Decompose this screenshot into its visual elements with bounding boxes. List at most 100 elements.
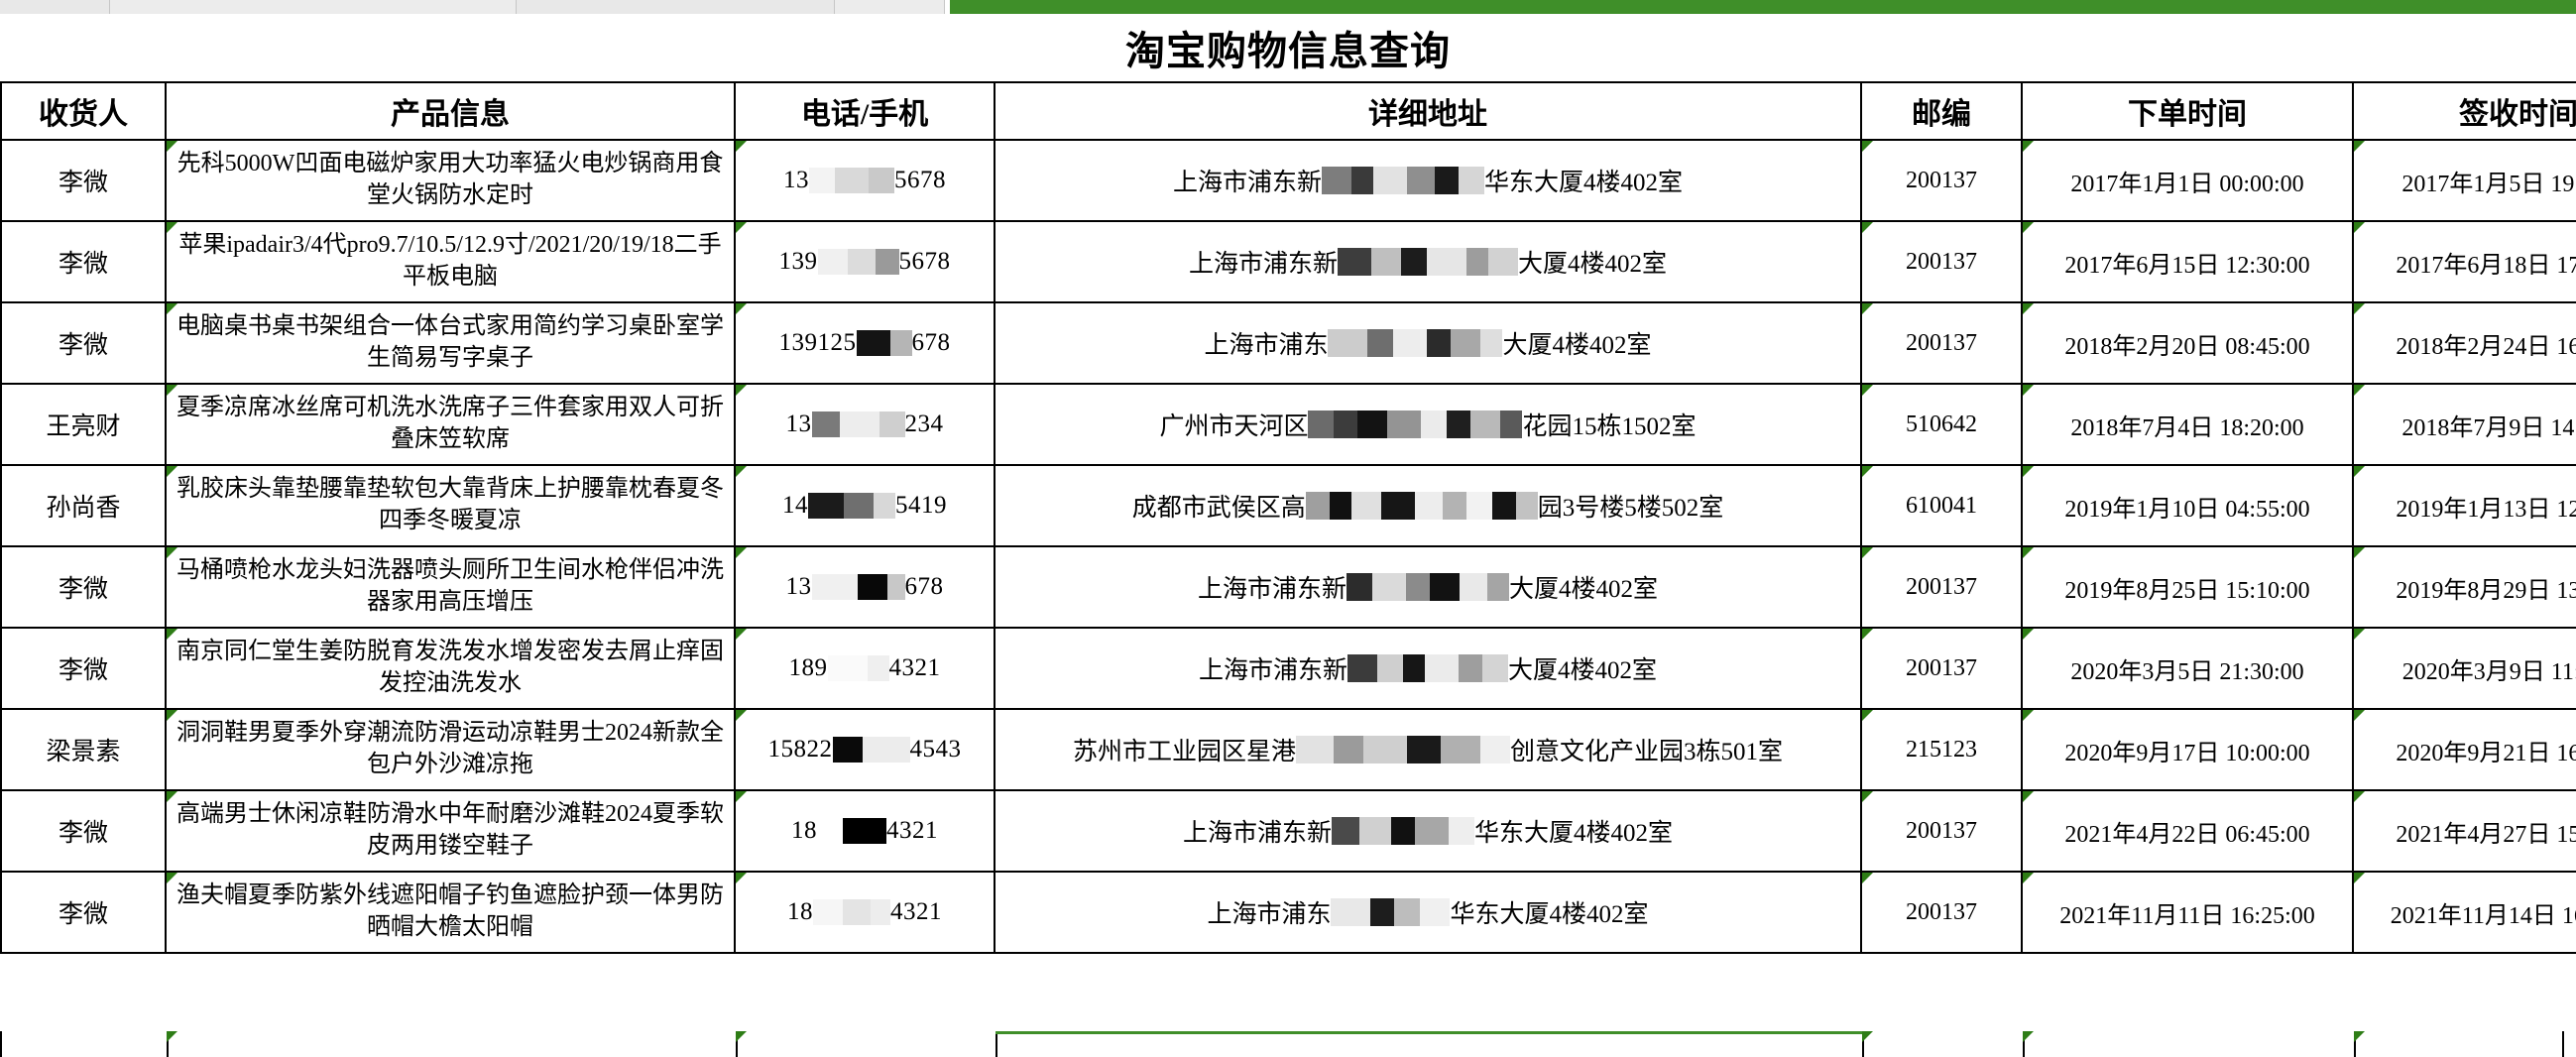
cell-name[interactable]: 李微 <box>0 789 167 873</box>
cell-sign[interactable]: 2018年7月9日 14:20:24 <box>2352 383 2576 466</box>
cell-phone[interactable]: 13 678 <box>734 545 995 629</box>
redaction-block <box>889 330 912 356</box>
cell-name[interactable]: 梁景素 <box>0 708 167 791</box>
sheet-gap-white[interactable] <box>944 0 950 14</box>
col-header-grey-2[interactable] <box>109 0 518 14</box>
col-header-grey-3[interactable] <box>517 0 835 14</box>
cell-sign[interactable]: 2021年11月14日 16:22:01 <box>2352 871 2576 954</box>
redaction-block <box>1371 573 1406 601</box>
cell-order[interactable]: 2020年9月17日 10:00:00 <box>2021 708 2354 791</box>
cell-sign[interactable]: 2020年9月21日 16:05:01 <box>2352 708 2576 791</box>
value-visible-suffix: 678 <box>904 573 944 600</box>
value-visible-prefix: 上海市浦东新 <box>1182 820 1332 847</box>
redacted-value: 13 234 <box>786 411 944 438</box>
redacted-value: 15822 4543 <box>768 736 962 763</box>
cell-order[interactable]: 2018年7月4日 18:20:00 <box>2021 383 2354 466</box>
column-header-phone[interactable]: 电话/手机 <box>734 81 995 141</box>
cell-order[interactable]: 2021年4月22日 06:45:00 <box>2021 789 2354 873</box>
cell-zip[interactable]: 610041 <box>1860 464 2023 547</box>
cell-phone[interactable]: 14 5419 <box>734 464 995 547</box>
cell-name[interactable]: 李微 <box>0 545 167 629</box>
cell-name[interactable]: 王亮财 <box>0 383 167 466</box>
cell-prod[interactable]: 苹果ipadair3/4代pro9.7/10.5/12.9寸/2021/20/1… <box>165 220 736 303</box>
cell-sign[interactable]: 2017年6月18日 17:15:01 <box>2352 220 2576 303</box>
cell-addr[interactable]: 苏州市工业园区星港 创意文化产业园3栋501室 <box>994 708 1862 791</box>
cell-zip[interactable]: 200137 <box>1860 545 2023 629</box>
column-header-order[interactable]: 下单时间 <box>2021 81 2354 141</box>
cell-addr[interactable]: 上海市浦东 大厦4楼402室 <box>994 301 1862 385</box>
column-header-addr[interactable]: 详细地址 <box>994 81 1862 141</box>
redacted-value: 上海市浦东新 华东大厦4楼402室 <box>1173 163 1683 198</box>
cell-addr[interactable]: 广州市天河区 花园15栋1502室 <box>994 383 1862 466</box>
cell-name[interactable]: 李微 <box>0 139 167 222</box>
redaction-block <box>869 168 894 193</box>
value-visible-suffix: 4321 <box>890 898 942 925</box>
redaction-overlay <box>809 168 894 193</box>
cell-zip[interactable]: 510642 <box>1860 383 2023 466</box>
cell-prod[interactable]: 高端男士休闲凉鞋防滑水中年耐磨沙滩鞋2024夏季软皮两用镂空鞋子 <box>165 789 736 873</box>
col-header-grey-1[interactable] <box>0 0 110 14</box>
redaction-block <box>1331 898 1371 926</box>
cell-order[interactable]: 2017年6月15日 12:30:00 <box>2021 220 2354 303</box>
cell-zip[interactable]: 200137 <box>1860 220 2023 303</box>
cell-phone[interactable]: 189 4321 <box>734 627 995 710</box>
col-header-grey-4[interactable] <box>834 0 945 14</box>
cell-addr[interactable]: 上海市浦东新 华东大厦4楼402室 <box>994 789 1862 873</box>
cell-sign[interactable]: 2017年1月5日 19:06:01 <box>2352 139 2576 222</box>
order-time: 2018年7月4日 18:20:00 <box>2070 414 2304 441</box>
sign-time: 2020年3月9日 11:30:12 <box>2401 658 2576 685</box>
cell-sign[interactable]: 2021年4月27日 15:45:02 <box>2352 789 2576 873</box>
cell-order[interactable]: 2019年8月25日 15:10:00 <box>2021 545 2354 629</box>
cell-addr[interactable]: 上海市浦东新 大厦4楼402室 <box>994 545 1862 629</box>
cell-order[interactable]: 2019年1月10日 04:55:00 <box>2021 464 2354 547</box>
cell-prod[interactable]: 南京同仁堂生姜防脱育发洗发水增发密发去屑止痒固发控油洗发水 <box>165 627 736 710</box>
redaction-block <box>817 249 848 275</box>
cell-prod[interactable]: 先科5000W凹面电磁炉家用大功率猛火电炒锅商用食堂火锅防水定时 <box>165 139 736 222</box>
cell-prod[interactable]: 夏季凉席冰丝席可机洗水洗席子三件套家用双人可折叠床笠软席 <box>165 383 736 466</box>
cell-sign[interactable]: 2020年3月9日 11:30:12 <box>2352 627 2576 710</box>
cell-phone[interactable]: 15822 4543 <box>734 708 995 791</box>
cell-phone[interactable]: 13 234 <box>734 383 995 466</box>
column-header-name[interactable]: 收货人 <box>0 81 167 141</box>
cell-sign[interactable]: 2019年8月29日 13:10:16 <box>2352 545 2576 629</box>
column-header-sign[interactable]: 签收时间 <box>2352 81 2576 141</box>
cell-name[interactable]: 李微 <box>0 301 167 385</box>
cell-addr[interactable]: 上海市浦东新 华东大厦4楼402室 <box>994 139 1862 222</box>
cell-phone[interactable]: 13 5678 <box>734 139 995 222</box>
cell-zip[interactable]: 200137 <box>1860 627 2023 710</box>
cell-name[interactable]: 李微 <box>0 871 167 954</box>
cell-phone[interactable]: 139125 678 <box>734 301 995 385</box>
cell-addr[interactable]: 上海市浦东新 大厦4楼402室 <box>994 220 1862 303</box>
cell-order[interactable]: 2017年1月1日 00:00:00 <box>2021 139 2354 222</box>
cell-order[interactable]: 2018年2月20日 08:45:00 <box>2021 301 2354 385</box>
cell-sign[interactable]: 2018年2月24日 16:45:25 <box>2352 301 2576 385</box>
cell-prod[interactable]: 乳胶床头靠垫腰靠垫软包大靠背床上护腰靠枕春夏冬四季冬暖夏凉 <box>165 464 736 547</box>
cell-phone[interactable]: 18 4321 <box>734 789 995 873</box>
cell-zip[interactable]: 215123 <box>1860 708 2023 791</box>
cell-addr[interactable]: 上海市浦东 华东大厦4楼402室 <box>994 871 1862 954</box>
cell-prod[interactable]: 马桶喷枪水龙头妇洗器喷头厕所卫生间水枪伴侣冲洗器家用高压增压 <box>165 545 736 629</box>
cell-phone[interactable]: 139 5678 <box>734 220 995 303</box>
column-header-prod[interactable]: 产品信息 <box>165 81 736 141</box>
cell-error-flag-icon <box>2024 548 2034 558</box>
cell-zip[interactable]: 200137 <box>1860 301 2023 385</box>
cell-phone[interactable]: 18 4321 <box>734 871 995 954</box>
cell-order[interactable]: 2020年3月5日 21:30:00 <box>2021 627 2354 710</box>
cell-prod[interactable]: 电脑桌书桌书架组合一体台式家用简约学习桌卧室学生简易写字桌子 <box>165 301 736 385</box>
cell-addr[interactable]: 成都市武侯区高 园3号楼5楼502室 <box>994 464 1862 547</box>
column-header-zip[interactable]: 邮编 <box>1860 81 2023 141</box>
value-visible-prefix: 上海市浦东新 <box>1188 251 1338 278</box>
cell-error-flag-icon <box>2024 711 2034 721</box>
cell-name[interactable]: 李微 <box>0 220 167 303</box>
cell-zip[interactable]: 200137 <box>1860 871 2023 954</box>
cell-prod[interactable]: 洞洞鞋男夏季外穿潮流防滑运动凉鞋男士2024新款全包户外沙滩凉拖 <box>165 708 736 791</box>
cell-sign[interactable]: 2019年1月13日 12:35:12 <box>2352 464 2576 547</box>
cell-zip[interactable]: 200137 <box>1860 789 2023 873</box>
redaction-block <box>1420 898 1451 926</box>
cell-addr[interactable]: 上海市浦东新 大厦4楼402室 <box>994 627 1862 710</box>
cell-prod[interactable]: 渔夫帽夏季防紫外线遮阳帽子钓鱼遮脸护颈一体男防晒帽大檐太阳帽 <box>165 871 736 954</box>
cell-name[interactable]: 李微 <box>0 627 167 710</box>
cell-zip[interactable]: 200137 <box>1860 139 2023 222</box>
cell-order[interactable]: 2021年11月11日 16:25:00 <box>2021 871 2354 954</box>
cell-name[interactable]: 孙尚香 <box>0 464 167 547</box>
